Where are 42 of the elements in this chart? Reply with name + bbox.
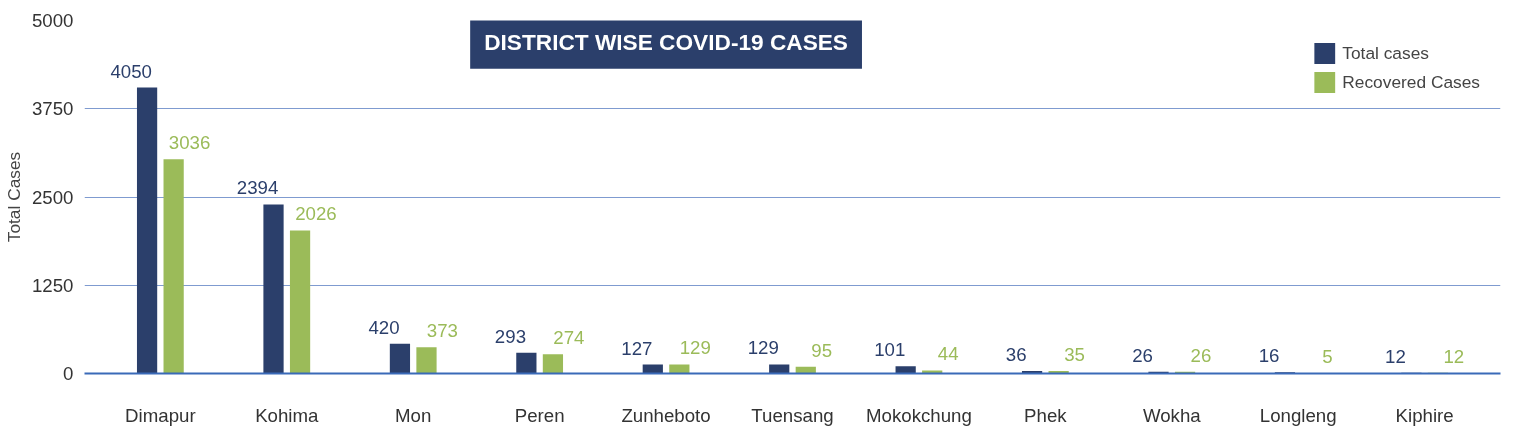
- data-label: 129: [679, 337, 711, 359]
- x-tick-label: Dimapur: [125, 404, 196, 426]
- data-label: 2394: [236, 177, 279, 199]
- data-label: 420: [368, 316, 400, 338]
- data-label: 2026: [295, 203, 337, 225]
- data-label: 101: [874, 339, 906, 361]
- data-label: 293: [494, 325, 527, 347]
- data-label: 12: [1443, 345, 1465, 367]
- x-tick-label: Mon: [395, 404, 432, 426]
- x-tick-label: Tuensang: [751, 404, 834, 426]
- y-tick-label: 3750: [32, 98, 74, 120]
- data-label: 127: [621, 337, 653, 359]
- legend-label: Recovered Cases: [1342, 71, 1480, 93]
- x-tick-label: Phek: [1024, 404, 1068, 426]
- legend-label: Total cases: [1342, 42, 1429, 64]
- data-label: 95: [811, 339, 833, 361]
- data-label: 4050: [110, 60, 152, 82]
- data-label: 36: [1005, 343, 1027, 365]
- chart-title: DISTRICT WISE COVID-19 CASES: [484, 28, 848, 55]
- x-tick-label: Kohima: [255, 404, 320, 426]
- data-label: 274: [553, 327, 585, 349]
- data-label: 26: [1132, 344, 1153, 366]
- data-label: 373: [426, 320, 458, 342]
- data-label: 3036: [168, 132, 211, 154]
- data-label: 16: [1258, 345, 1280, 367]
- x-tick-label: Wokha: [1142, 404, 1202, 426]
- data-label: 5: [1322, 346, 1333, 368]
- y-axis-title: Total Cases: [4, 151, 24, 243]
- x-tick-label: Peren: [514, 404, 565, 426]
- x-tick-label: Mokokchung: [866, 404, 972, 426]
- data-label: 12: [1385, 345, 1406, 367]
- x-tick-label: Longleng: [1259, 404, 1337, 426]
- y-tick-label: 2500: [32, 186, 74, 208]
- x-tick-label: Kiphire: [1395, 404, 1454, 426]
- y-tick-label: 1250: [32, 274, 74, 296]
- data-label: 44: [937, 343, 959, 365]
- y-tick-label: 0: [63, 363, 74, 384]
- x-tick-label: Zunheboto: [621, 404, 711, 426]
- data-label: 129: [747, 337, 779, 359]
- y-tick-label: 5000: [32, 10, 74, 31]
- data-label: 35: [1064, 344, 1085, 366]
- data-label: 26: [1190, 344, 1212, 366]
